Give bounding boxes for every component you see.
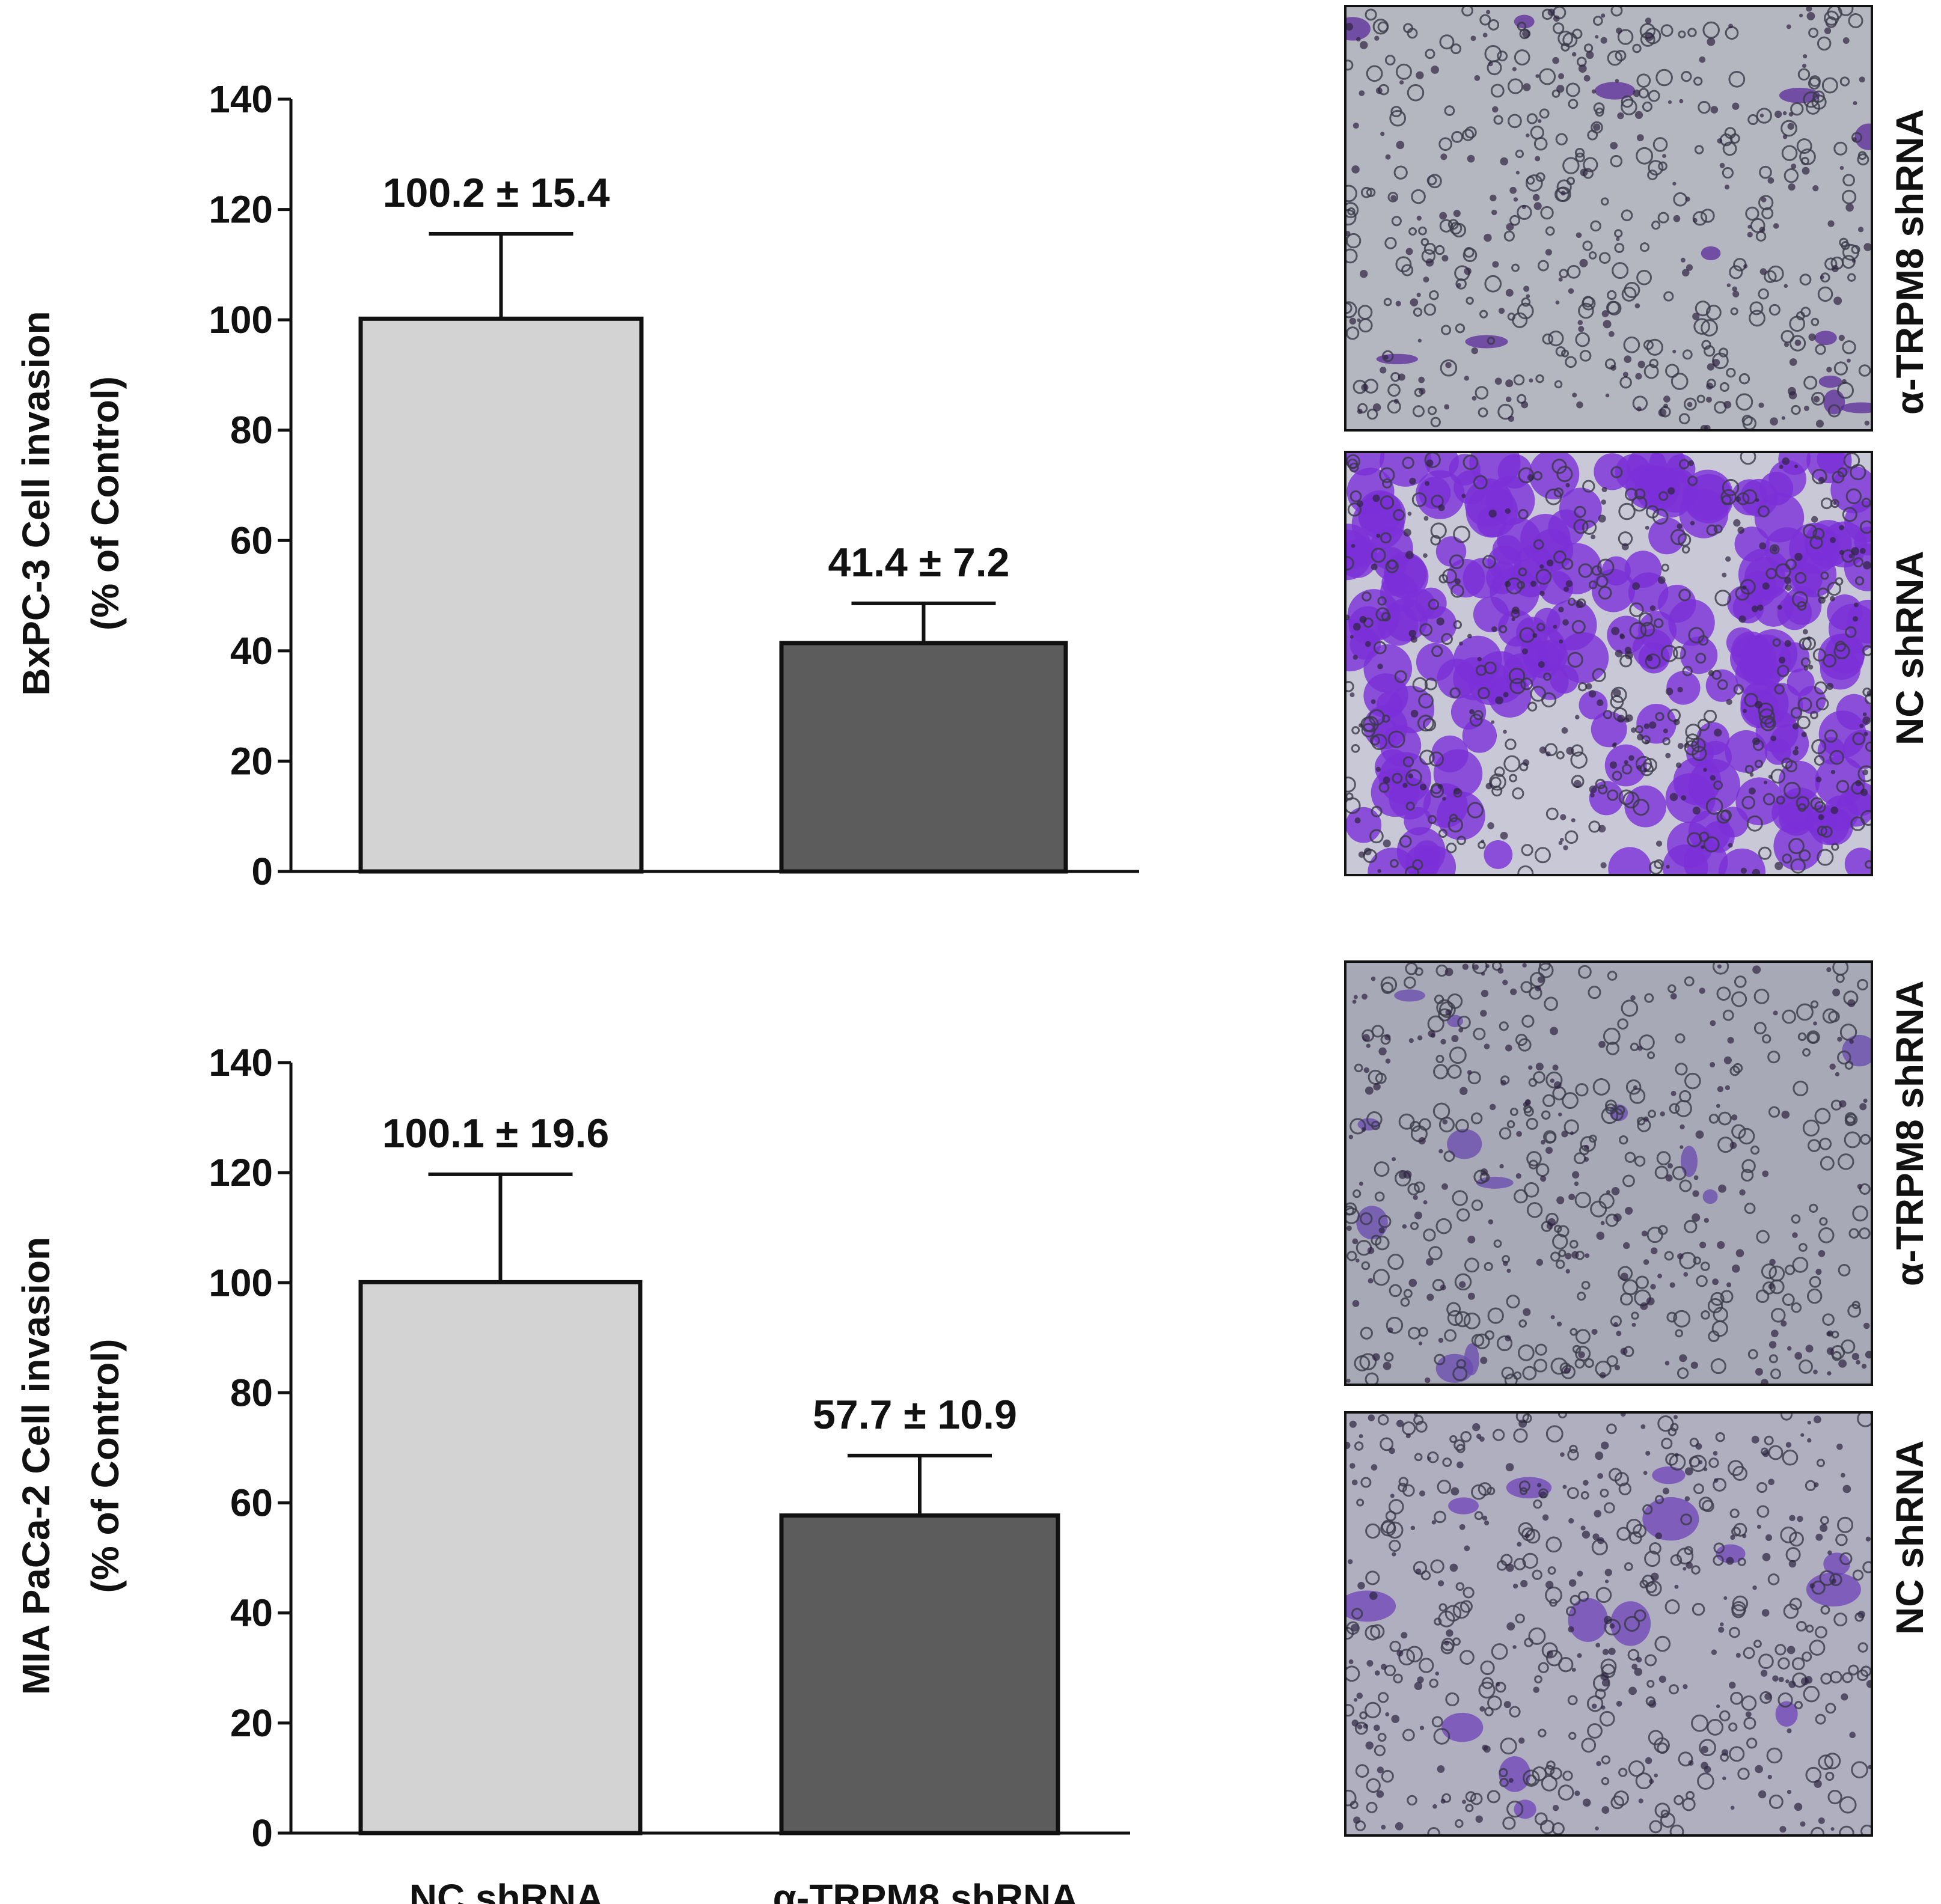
- micrograph-miapaca2-trpm8: [1344, 960, 1873, 1386]
- y-axis-label: BxPC-3 Cell invasion: [14, 311, 58, 695]
- y-tick-label: 40: [230, 629, 273, 673]
- micrograph-bxpc3-nc: [1344, 451, 1873, 876]
- y-tick-label: 0: [251, 850, 273, 893]
- y-axis-label: MIA PaCa-2 Cell invasion: [14, 1237, 58, 1695]
- y-tick-label: 100: [209, 298, 273, 341]
- y-tick-label: 60: [230, 519, 273, 562]
- y-tick-label: 120: [209, 188, 273, 231]
- y-axis-label-unit: (% of Control): [84, 376, 127, 630]
- x-tick-label: α-TRPM8 shRNA: [773, 1876, 1079, 1904]
- micrograph-label: α-TRPM8 shRNA: [1888, 980, 1931, 1286]
- micrograph-image: [1346, 453, 1871, 874]
- micrograph-label: NC shRNA: [1888, 551, 1931, 745]
- data-label: 100.2 ± 15.4: [383, 170, 610, 216]
- data-label: 41.4 ± 7.2: [828, 540, 1010, 585]
- micrograph-miapaca2-nc: [1344, 1411, 1873, 1837]
- micrograph-image: [1346, 7, 1871, 429]
- bar-charts: 0 20 40 60 80 100 120 140 BxPC-3 Cell invasion (%…: [14, 78, 1139, 1904]
- micrograph-image: [1346, 1414, 1871, 1834]
- y-tick-label: 0: [251, 1811, 273, 1855]
- y-tick-label: 20: [230, 739, 273, 783]
- data-label: 100.1 ± 19.6: [382, 1111, 610, 1156]
- micrograph-label: α-TRPM8 shRNA: [1888, 109, 1931, 415]
- y-tick-label: 140: [209, 1041, 273, 1084]
- bar: [779, 1513, 1060, 1835]
- y-tick-label: 20: [230, 1701, 273, 1745]
- y-tick-label: 80: [230, 1371, 273, 1414]
- micrograph-label: NC shRNA: [1888, 1440, 1931, 1635]
- data-label: 57.7 ± 10.9: [813, 1392, 1017, 1438]
- bar: [358, 316, 644, 874]
- y-tick-label: 40: [230, 1591, 273, 1635]
- y-tick-label: 100: [209, 1261, 273, 1304]
- y-tick-label: 80: [230, 409, 273, 452]
- y-tick-label: 120: [209, 1151, 273, 1194]
- bar: [358, 1280, 643, 1835]
- micrograph-image: [1346, 963, 1871, 1384]
- micrograph-bxpc3-trpm8: [1344, 5, 1873, 432]
- y-tick-label: 60: [230, 1481, 273, 1525]
- bar: [779, 641, 1068, 874]
- x-tick-label: NC shRNA: [409, 1876, 604, 1904]
- y-axis-label-unit: (% of Control): [84, 1339, 127, 1593]
- y-tick-label: 140: [209, 78, 273, 121]
